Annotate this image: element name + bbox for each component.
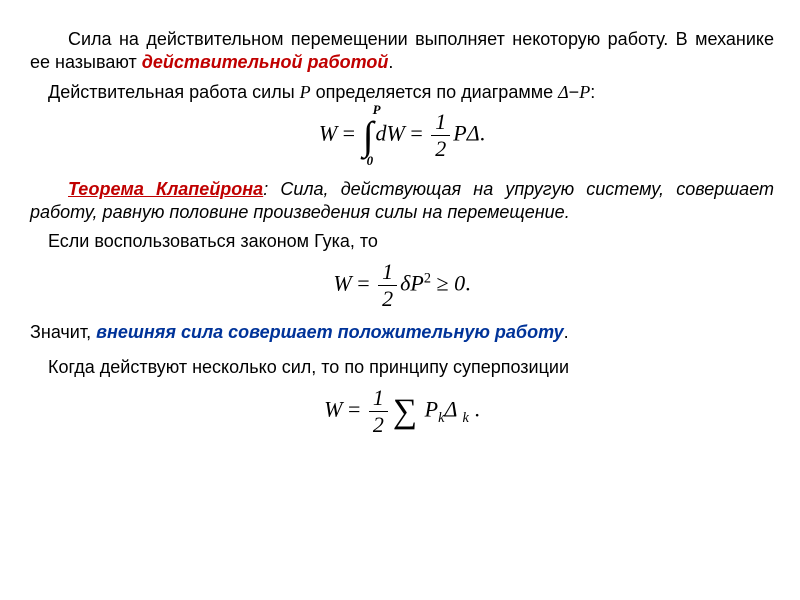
p3-theorem-name: Теорема Клапейрона [68,179,263,199]
eq1-dot: . [480,121,486,146]
eq1-dW: dW [376,121,405,146]
eq1-W: W [319,121,337,146]
p2-a: Действительная работа силы [48,82,300,102]
equation-2: W = 1 2 δP2 ≥ 0. [30,260,774,311]
page: Сила на действительном перемещении выпол… [0,0,800,457]
eq3-eq: = [342,397,365,422]
p4-text: Если воспользоваться законом Гука, то [48,231,378,251]
paragraph-4: Если воспользоваться законом Гука, то [30,230,774,253]
eq1-frac: 1 2 [431,110,450,161]
eq1-eq1: = [337,121,360,146]
p1-term: действительной работой [142,52,389,72]
paragraph-3: Теорема Клапейрона: Сила, действующая на… [30,178,774,225]
eq2-eq: = [352,270,375,295]
eq3-num: 1 [369,386,388,412]
paragraph-2: Действительная работа силы Р определяетс… [30,81,774,104]
eq1-den: 2 [431,136,450,161]
eq2-sq: 2 [424,270,431,286]
paragraph-5: Значит, внешняя сила совершает положител… [30,321,774,344]
eq1-int-top: P [373,102,381,119]
eq2-zero: 0 [454,270,465,295]
p2-dash: − [569,82,580,102]
p2-P2: Р [579,82,590,102]
equation-1: W = P ∫ 0 dW = 1 2 PΔ. [30,110,774,161]
eq2-den: 2 [378,286,397,311]
p2-c: : [590,82,595,102]
p2-P: Р [300,82,311,102]
eq3-D: Δ [444,397,457,422]
eq1-Delta: Δ [467,121,480,146]
equation-3: W = 1 2 ∑ PkΔ k . [30,386,774,437]
eq1-integral: P ∫ 0 [363,116,374,157]
p2-D: Δ [558,82,569,102]
eq2-delta: δ [400,270,410,295]
eq3-W: W [324,397,342,422]
eq3-dot: . [469,397,480,422]
eq3-P: P [425,397,438,422]
eq1-num: 1 [431,110,450,136]
eq1-int-bot: 0 [367,153,374,170]
p5-b: внешняя сила совершает положительную раб… [96,322,564,342]
paragraph-6: Когда действуют несколько сил, то по при… [30,356,774,379]
eq2-W: W [333,270,351,295]
paragraph-1: Сила на действительном перемещении выпол… [30,28,774,75]
eq2-frac: 1 2 [378,260,397,311]
p2-b: определяется по диаграмме [311,82,558,102]
eq2-num: 1 [378,260,397,286]
p5-a: Значит, [30,322,96,342]
eq2-P: P [410,270,423,295]
eq3-den: 2 [369,412,388,437]
eq2-ge: ≥ [431,270,454,295]
eq2-dot: . [465,270,471,295]
eq1-P: P [453,121,466,146]
p6-text: Когда действуют несколько сил, то по при… [48,357,569,377]
p1-text-c: . [388,52,393,72]
eq1-int-sym: ∫ [363,113,374,158]
eq1-eq2: = [405,121,428,146]
eq3-sum: ∑ [393,395,417,429]
p5-c: . [564,322,569,342]
eq3-frac: 1 2 [369,386,388,437]
